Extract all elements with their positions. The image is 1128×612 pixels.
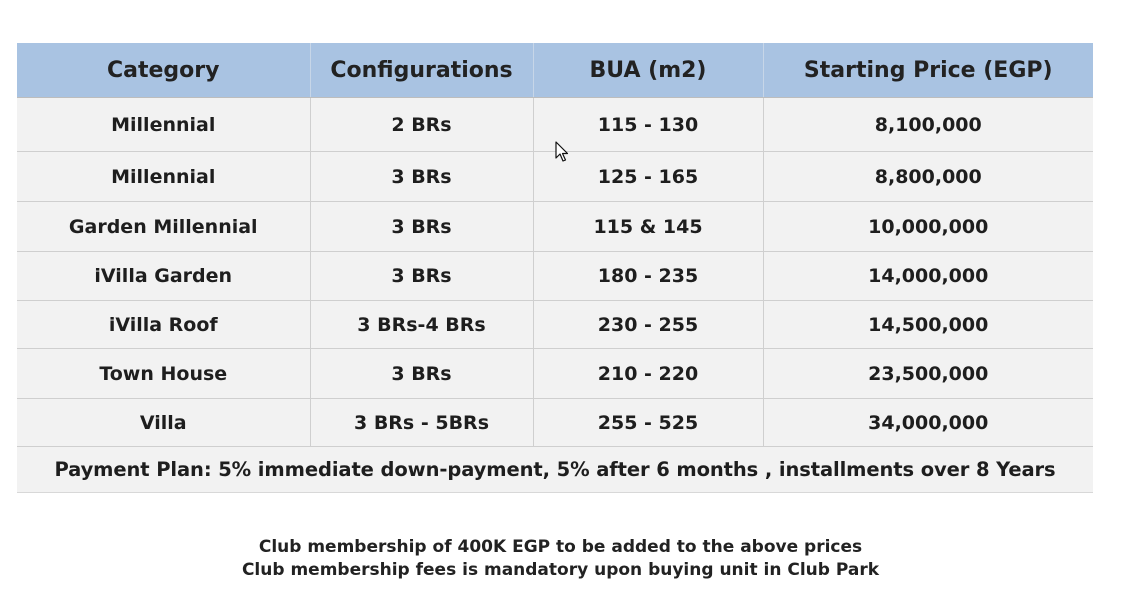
header-configurations: Configurations (310, 43, 534, 98)
cell-price: 34,000,000 (762, 398, 1093, 447)
header-bua: BUA (m2) (533, 43, 764, 98)
table-body: Millennial 2 BRs 115 - 130 8,100,000 Mil… (17, 97, 1093, 493)
club-membership-notes: Club membership of 400K EGP to be added … (0, 536, 1128, 582)
cell-configuration: 3 BRs (309, 151, 534, 202)
cell-price: 14,500,000 (762, 300, 1093, 349)
table-row: Garden Millennial 3 BRs 115 & 145 10,000… (17, 201, 1093, 252)
cell-bua: 230 - 255 (532, 300, 764, 349)
cell-bua: 255 - 525 (532, 398, 764, 447)
cell-category: iVilla Roof (17, 300, 311, 349)
table-header: Category Configurations BUA (m2) Startin… (17, 43, 1093, 98)
table-row: iVilla Roof 3 BRs-4 BRs 230 - 255 14,500… (17, 300, 1093, 349)
cell-category: Garden Millennial (17, 201, 311, 252)
cell-bua: 115 & 145 (532, 201, 764, 252)
cell-bua: 210 - 220 (532, 348, 764, 399)
cell-bua: 180 - 235 (532, 251, 764, 301)
cell-category: iVilla Garden (17, 251, 311, 301)
header-category: Category (17, 43, 311, 98)
table-row: iVilla Garden 3 BRs 180 - 235 14,000,000 (17, 251, 1093, 301)
cell-configuration: 3 BRs (309, 251, 534, 301)
cell-bua: 125 - 165 (532, 151, 764, 202)
table-row: Villa 3 BRs - 5BRs 255 - 525 34,000,000 (17, 398, 1093, 447)
cell-category: Millennial (17, 97, 311, 152)
cell-price: 23,500,000 (762, 348, 1093, 399)
mouse-pointer-icon (555, 141, 569, 162)
cell-price: 8,100,000 (762, 97, 1093, 152)
cell-category: Town House (17, 348, 311, 399)
cell-configuration: 3 BRs (309, 201, 534, 252)
cell-configuration: 3 BRs - 5BRs (309, 398, 534, 447)
cell-configuration: 3 BRs-4 BRs (309, 300, 534, 349)
table-row: Town House 3 BRs 210 - 220 23,500,000 (17, 348, 1093, 399)
note-line: Club membership fees is mandatory upon b… (241, 560, 880, 580)
cell-price: 14,000,000 (762, 251, 1093, 301)
cell-category: Millennial (17, 151, 311, 202)
cell-category: Villa (17, 398, 311, 447)
cell-price: 8,800,000 (762, 151, 1093, 202)
table-row: Millennial 3 BRs 125 - 165 8,800,000 (17, 151, 1093, 202)
note-line: Club membership of 400K EGP to be added … (258, 537, 863, 557)
cell-configuration: 2 BRs (309, 97, 534, 152)
cell-configuration: 3 BRs (309, 348, 534, 399)
header-starting-price: Starting Price (EGP) (763, 43, 1093, 98)
payment-plan-text: Payment Plan: 5% immediate down-payment,… (17, 446, 1093, 493)
payment-plan-row: Payment Plan: 5% immediate down-payment,… (17, 446, 1093, 493)
header-row: Category Configurations BUA (m2) Startin… (17, 43, 1093, 98)
price-table: Category Configurations BUA (m2) Startin… (17, 43, 1093, 493)
cell-price: 10,000,000 (762, 201, 1093, 252)
